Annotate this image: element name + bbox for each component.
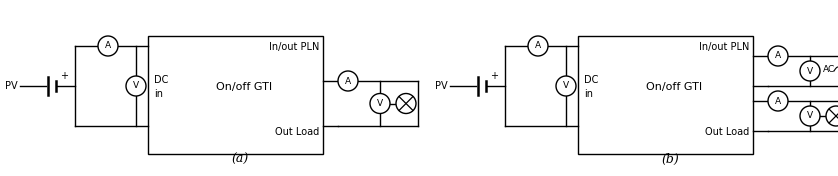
Text: in: in <box>154 89 163 99</box>
Text: +: + <box>490 71 498 81</box>
Circle shape <box>528 36 548 56</box>
Circle shape <box>396 93 416 114</box>
Text: V: V <box>377 99 383 108</box>
Text: PV: PV <box>5 81 18 91</box>
Circle shape <box>768 46 788 66</box>
Circle shape <box>370 93 390 114</box>
Text: in: in <box>584 89 593 99</box>
Text: V: V <box>807 112 813 121</box>
Text: A: A <box>775 52 781 61</box>
Text: V: V <box>133 81 139 90</box>
Text: (a): (a) <box>231 153 249 166</box>
Text: On/off GTI: On/off GTI <box>646 82 702 92</box>
Bar <box>148 36 323 154</box>
Text: +: + <box>60 71 68 81</box>
Text: In/out PLN: In/out PLN <box>699 42 749 52</box>
Text: A: A <box>105 42 111 51</box>
Text: (b): (b) <box>661 153 679 166</box>
Text: AC: AC <box>823 64 835 74</box>
Circle shape <box>800 61 820 81</box>
Text: A: A <box>345 77 351 86</box>
Text: DC: DC <box>584 75 598 85</box>
Text: In/out PLN: In/out PLN <box>269 42 319 52</box>
Text: A: A <box>535 42 541 51</box>
Text: A: A <box>775 96 781 105</box>
Text: V: V <box>563 81 569 90</box>
Text: Out Load: Out Load <box>705 127 749 137</box>
Text: On/off GTI: On/off GTI <box>216 82 272 92</box>
Bar <box>578 36 753 154</box>
Circle shape <box>98 36 118 56</box>
Circle shape <box>556 76 576 96</box>
Circle shape <box>800 106 820 126</box>
Text: PV: PV <box>435 81 447 91</box>
Circle shape <box>826 106 838 126</box>
Text: V: V <box>807 67 813 76</box>
Circle shape <box>768 91 788 111</box>
Text: Out Load: Out Load <box>275 127 319 137</box>
Circle shape <box>126 76 146 96</box>
Circle shape <box>338 71 358 91</box>
Text: DC: DC <box>154 75 168 85</box>
